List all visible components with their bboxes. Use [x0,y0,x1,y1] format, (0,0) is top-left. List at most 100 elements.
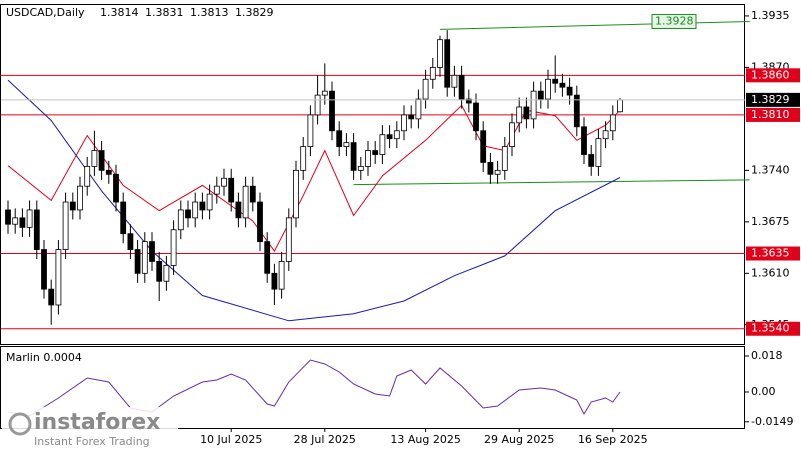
candle-body [278,261,285,290]
candle-body [33,209,40,250]
candle-body [105,169,112,175]
candle-body [192,201,199,219]
channel-line [439,20,750,30]
candle-body [429,66,436,80]
candle-body [314,94,321,116]
level-label-box [746,321,800,336]
indicator-y-tick-label: 0.018 [751,349,783,362]
y-tick-label: 1.3740 [751,163,790,176]
candle-body [242,185,249,219]
candle-body [336,130,343,147]
candle-body [221,177,227,187]
candle-body [465,98,472,104]
indicator-title: Marlin 0.0004 [6,351,82,364]
candle-body [581,126,587,155]
watermark-tagline: Instant Forex Trading [34,435,150,448]
level-label-box [746,68,800,83]
candle-body [617,99,623,113]
candle-body [285,217,292,262]
candle-body [401,114,407,132]
y-tick-label: 1.3675 [751,215,790,228]
candle-body [235,201,242,219]
x-tick-label: 28 Jul 2025 [294,433,356,446]
symbol-label: USDCAD,Daily [6,6,85,19]
candle-body [566,86,573,96]
moving-average [7,79,621,322]
main-pane-border [0,4,745,345]
candle-body [12,217,19,225]
level-label-box [746,246,800,261]
candle-body [588,154,595,167]
moving-average [7,104,621,253]
open-label: 1.3814 [100,6,139,19]
candle-body [26,209,33,228]
candle-body [5,209,11,225]
candle-body [84,165,91,187]
candle-body [206,193,213,211]
candle-body [77,185,83,211]
candle-body [249,185,256,203]
candle-body [530,90,537,120]
indicator-y-tick-label: 0.00 [751,385,776,398]
candle-body [55,249,62,306]
candle-body [329,90,335,132]
current-price-label: 1.3829 [751,93,790,106]
watermark-logo [8,412,32,436]
candle-body [91,150,98,167]
candle-body [228,177,235,203]
candle-body [451,74,458,88]
candle-body [372,150,379,155]
candle-body [379,134,386,155]
candle-body [113,173,119,203]
y-tick-label: 1.3610 [751,266,790,279]
x-tick-label: 16 Sep 2025 [578,433,648,446]
candle-body [595,138,602,167]
candle-body [300,146,307,171]
low-label: 1.3813 [190,6,229,19]
level-label: 1.3860 [751,68,790,81]
candle-body [494,169,501,175]
candle-body [444,39,451,88]
y-tick-label: 1.3935 [751,9,790,22]
candle-body [350,142,357,171]
candle-body [271,272,278,290]
x-tick-label: 10 Jul 2025 [200,433,262,446]
candle-body [257,201,263,243]
candle-body [393,130,400,140]
candle-body [48,288,55,306]
candle-body [458,74,465,100]
candle-body [69,201,76,211]
candle-body [437,39,443,68]
candle-body [134,249,141,274]
candle-body [545,78,551,100]
candle-body [537,90,544,100]
candle-body [509,122,515,147]
channel-label-box [651,13,697,29]
candle-body [415,98,422,120]
current-price-box [746,92,800,107]
candle-body [19,217,26,228]
x-tick-label: 13 Aug 2025 [390,433,460,446]
candle-body [141,241,148,274]
candle-body [559,82,566,88]
level-label: 1.3810 [751,108,790,121]
candle-body [473,102,479,132]
candle-body [343,142,350,147]
indicator-pane-border [0,346,745,429]
indicator-y-tick-label: -0.0149 [751,415,793,428]
channel-line [353,179,750,186]
candle-body [487,162,494,175]
candle-body [573,94,580,128]
level-label-box [746,107,800,122]
candle-body [516,106,523,124]
level-label: 1.3540 [751,322,790,335]
candle-body [264,241,271,274]
candle-body [213,185,220,195]
candle-body [357,165,364,171]
candle-body [163,264,170,282]
candle-body [120,201,127,235]
candle-body [156,261,163,282]
candle-body [41,249,47,290]
candle-body [365,150,371,167]
